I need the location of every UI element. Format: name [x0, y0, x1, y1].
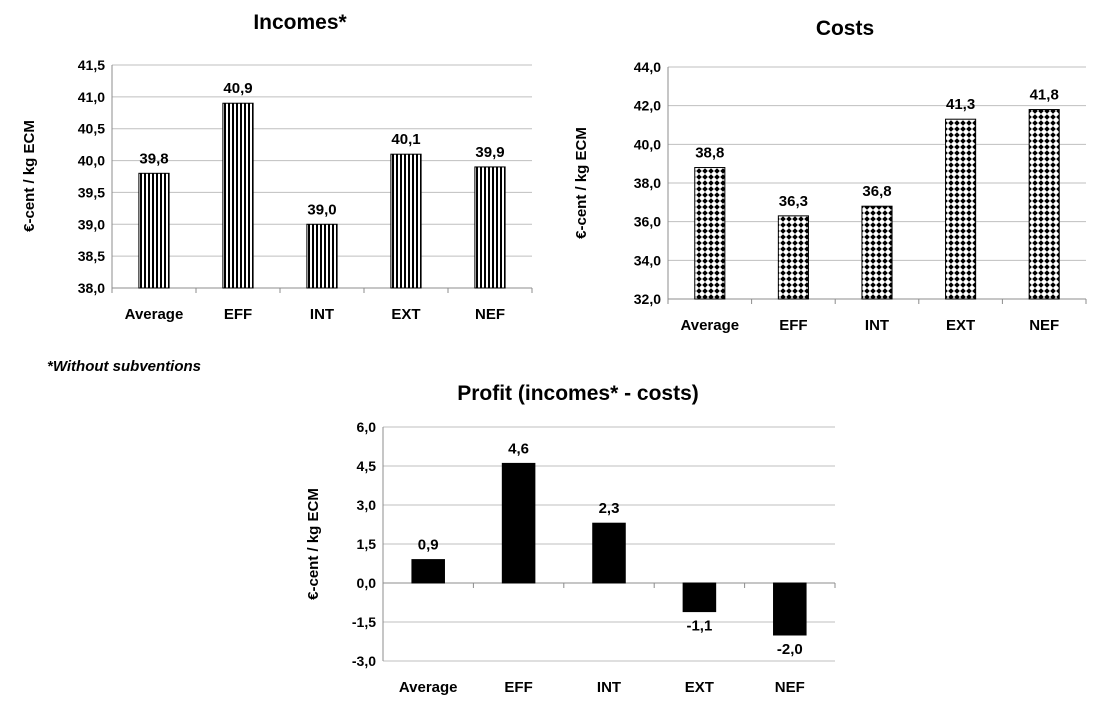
costs-y-tick-label: 32,0 [634, 291, 661, 307]
incomes-category-label: Average [125, 306, 184, 323]
profit-bar-nef [773, 582, 807, 636]
profit-data-label-nef: -2,0 [777, 641, 803, 658]
costs-category-label: EXT [946, 317, 975, 334]
costs-y-tick-label: 36,0 [634, 214, 661, 230]
incomes-data-label-int: 39,0 [307, 201, 336, 218]
incomes-category-label: INT [310, 306, 334, 323]
profit-bar-ext [682, 582, 717, 613]
incomes-y-tick-label: 39,5 [78, 184, 105, 200]
incomes-bar-average [138, 172, 170, 289]
profit-y-tick-label: -3,0 [352, 653, 376, 669]
profit-category-label: EXT [685, 679, 714, 696]
costs-category-label: NEF [1029, 317, 1059, 334]
profit-y-tick-label: 4,5 [357, 458, 377, 474]
costs-category-label: EFF [779, 317, 807, 334]
incomes-bar-eff [222, 102, 254, 289]
costs-y-tick-label: 40,0 [634, 136, 661, 152]
incomes-y-tick-label: 39,0 [78, 216, 105, 232]
costs-y-axis-title: €-cent / kg ECM [573, 127, 590, 239]
profit-bar-int [592, 522, 626, 584]
profit-data-label-ext: -1,1 [686, 618, 712, 635]
incomes-y-tick-label: 41,0 [78, 89, 105, 105]
incomes-y-tick-label: 41,5 [78, 57, 105, 73]
profit-category-label: Average [399, 679, 458, 696]
incomes-y-tick-label: 40,5 [78, 121, 105, 137]
incomes-y-tick-label: 40,0 [78, 153, 105, 169]
costs-data-label-ext: 41,3 [946, 96, 975, 113]
incomes-y-tick-label: 38,5 [78, 248, 105, 264]
costs-data-label-average: 38,8 [695, 145, 724, 162]
incomes-chart: Incomes* 38,0 38,5 39,0 39,5 40,0 40,5 41,0 41,… [21, 11, 533, 323]
profit-chart-title: Profit (incomes* - costs) [457, 382, 699, 405]
costs-y-tick-label: 42,0 [634, 98, 661, 114]
costs-bar-nef [1028, 109, 1060, 300]
profit-chart: Profit (incomes* - costs) -3,0 -1,5 0,0 1,5… [305, 382, 836, 696]
incomes-data-label-ext: 40,1 [391, 131, 420, 148]
costs-category-label: Average [680, 317, 739, 334]
incomes-y-axis-title: €-cent / kg ECM [21, 120, 38, 232]
incomes-bar-nef [474, 166, 506, 289]
costs-bar-average [694, 167, 726, 300]
profit-category-label: EFF [504, 679, 532, 696]
costs-category-label: INT [865, 317, 889, 334]
incomes-bar-ext [390, 153, 422, 289]
profit-category-label: INT [597, 679, 621, 696]
costs-bar-ext [945, 118, 977, 300]
profit-data-label-int: 2,3 [599, 500, 620, 517]
profit-y-tick-label: 3,0 [357, 497, 377, 513]
incomes-data-label-eff: 40,9 [223, 80, 252, 97]
profit-y-tick-label: -1,5 [352, 614, 376, 630]
costs-bar-eff [777, 215, 809, 300]
incomes-data-label-nef: 39,9 [475, 144, 504, 161]
costs-data-label-nef: 41,8 [1030, 87, 1059, 104]
costs-y-tick-label: 44,0 [634, 59, 661, 75]
profit-data-label-eff: 4,6 [508, 440, 529, 457]
incomes-category-label: EFF [224, 306, 252, 323]
footnote: *Without subventions [47, 358, 201, 375]
incomes-y-tick-label: 38,0 [78, 280, 105, 296]
incomes-category-label: EXT [391, 306, 420, 323]
profit-y-tick-label: 6,0 [357, 419, 377, 435]
profit-bar-eff [501, 462, 536, 584]
costs-y-tick-label: 34,0 [634, 252, 661, 268]
costs-y-tick-label: 38,0 [634, 175, 661, 191]
costs-data-label-int: 36,8 [862, 183, 891, 200]
profit-y-tick-label: 0,0 [357, 575, 377, 591]
profit-y-tick-label: 1,5 [357, 536, 377, 552]
incomes-bar-int [306, 223, 338, 289]
incomes-category-label: NEF [475, 306, 505, 323]
profit-bar-average [411, 559, 445, 584]
incomes-chart-title: Incomes* [253, 11, 347, 34]
costs-bar-int [861, 205, 893, 300]
costs-data-label-eff: 36,3 [779, 193, 808, 210]
costs-chart-title: Costs [816, 17, 874, 40]
incomes-data-label-average: 39,8 [139, 150, 168, 167]
profit-y-axis-title: €-cent / kg ECM [305, 488, 322, 600]
profit-data-label-average: 0,9 [418, 537, 439, 554]
profit-category-label: NEF [775, 679, 805, 696]
costs-chart: Costs 32,0 34,0 36,0 38,0 40,0 42,0 44,0 38,8 Av… [573, 17, 1087, 334]
